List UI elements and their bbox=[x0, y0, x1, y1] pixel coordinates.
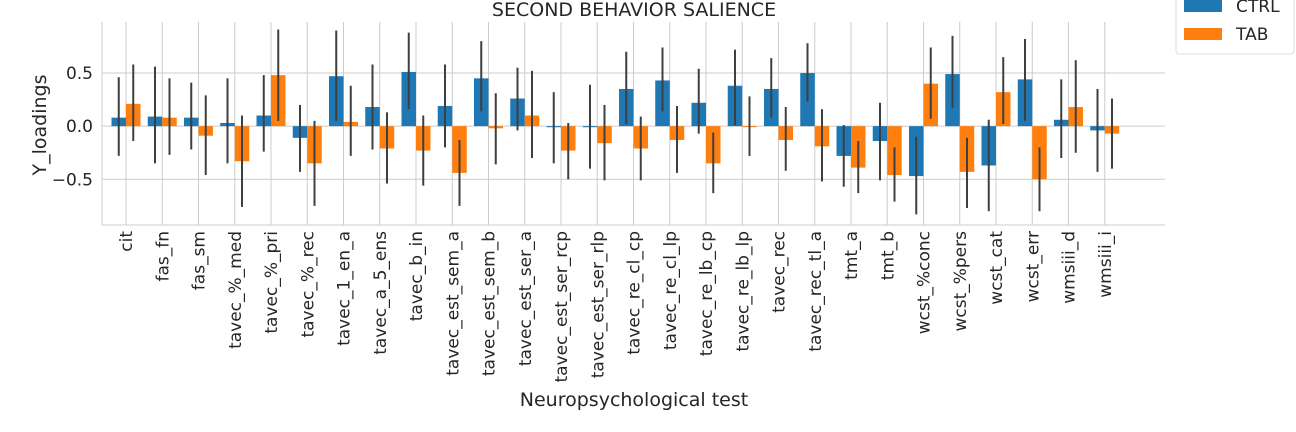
x-tick-label: tavec_1_en_a bbox=[335, 231, 355, 346]
legend-swatch-tab bbox=[1184, 28, 1222, 40]
x-tick-label: fas_sm bbox=[190, 231, 210, 290]
chart-title: SECOND BEHAVIOR SALIENCE bbox=[492, 0, 776, 21]
x-tick-label: tmt_a bbox=[842, 231, 862, 280]
x-tick-label: fas_fn bbox=[153, 231, 173, 282]
x-tick-label: tavec_a_5_ens bbox=[371, 231, 391, 355]
y-tick-labels: −0.5 0.0 0.5 bbox=[52, 64, 93, 190]
x-tick-label: wcst_err bbox=[1023, 231, 1043, 302]
y-axis-label: Y_loadings bbox=[29, 75, 51, 177]
legend-frame bbox=[1175, 0, 1295, 55]
x-tick-label: tavec_est_ser_a bbox=[516, 231, 536, 366]
x-tick-label: tavec_est_sem_a bbox=[443, 231, 463, 376]
x-tick-label: tavec_re_cl_lp bbox=[661, 231, 681, 350]
x-tick-label: wcst_cat bbox=[987, 231, 1007, 305]
x-tick-label: tavec_re_lb_cp bbox=[697, 231, 717, 356]
x-tick-label: tavec_est_ser_rlp bbox=[588, 231, 608, 378]
x-tick-label: tavec_%_med bbox=[226, 231, 246, 349]
error-bars bbox=[117, 29, 1113, 215]
x-tick-label: tavec_b_in bbox=[407, 231, 427, 321]
x-tick-label: tavec_re_lb_lp bbox=[733, 231, 753, 352]
x-tick-label: wmsiii_d bbox=[1060, 231, 1080, 304]
x-tick-label: wcst_%pers bbox=[951, 231, 971, 332]
legend-label-tab: TAB bbox=[1235, 25, 1268, 45]
x-tick-label: tavec_rec bbox=[770, 231, 790, 313]
x-tick-label: tavec_est_sem_b bbox=[480, 231, 500, 376]
legend-swatch-ctrl bbox=[1184, 0, 1222, 12]
x-tick-label: wmsiii_i bbox=[1096, 231, 1116, 298]
x-tick-label: wcst_%conc bbox=[915, 231, 935, 334]
x-tick-labels: cit fas_fn fas_sm tavec_%_med tavec_%_pri tav… bbox=[117, 231, 1116, 383]
legend: CTRL TAB bbox=[1175, 0, 1295, 55]
x-tick-label: tavec_%_pri bbox=[262, 231, 282, 334]
x-tick-label: tavec_%_rec bbox=[298, 231, 318, 338]
y-tick-label: 0.5 bbox=[66, 64, 93, 84]
bars bbox=[111, 71, 1120, 180]
x-tick-label: tavec_rec_tl_a bbox=[806, 231, 826, 352]
legend-label-ctrl: CTRL bbox=[1236, 0, 1280, 17]
x-tick-label: tmt_b bbox=[878, 231, 898, 280]
x-tick-label: tavec_re_cl_cp bbox=[625, 231, 645, 355]
x-tick-label: tavec_est_ser_rcp bbox=[552, 231, 572, 383]
y-tick-label: 0.0 bbox=[66, 117, 93, 137]
y-tick-label: −0.5 bbox=[52, 170, 93, 190]
x-axis-label: Neuropsychological test bbox=[520, 389, 748, 411]
x-tick-label: cit bbox=[117, 231, 137, 252]
